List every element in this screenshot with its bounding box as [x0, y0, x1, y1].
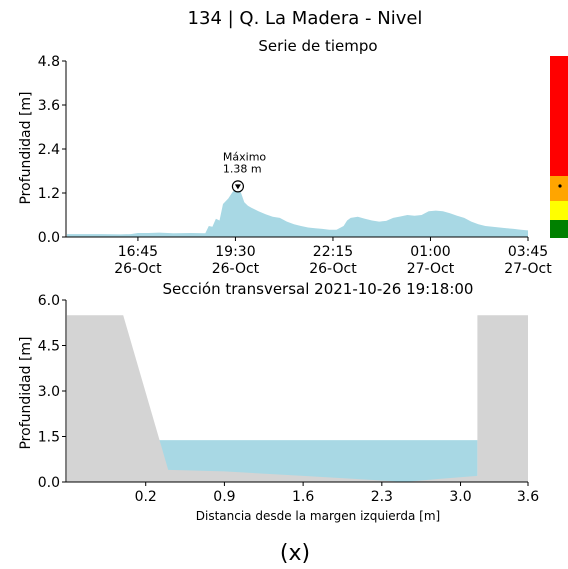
x-tick-date: 27-Oct: [407, 261, 455, 277]
y-tick-label: 0.0: [38, 475, 60, 491]
y-tick-label: 3.6: [38, 98, 60, 114]
x-tick-date: 26-Oct: [212, 261, 260, 277]
x-tick-date: 26-Oct: [114, 261, 162, 277]
scale-level-dot: [558, 184, 562, 188]
max-annotation-value: 1.38 m: [223, 162, 262, 175]
x-tick-label: 3.0: [449, 489, 471, 505]
alert-level-scale: [550, 56, 568, 238]
x-tick-time: 19:30: [215, 244, 255, 260]
cross-section-y-ticks: 0.0 1.5 3.0 4.5 6.0: [38, 293, 66, 491]
y-tick-label: 6.0: [38, 293, 60, 309]
cross-section-chart: Sección transversal 2021-10-26 19:18:00 …: [18, 280, 539, 523]
figure-caption: (x): [280, 541, 310, 566]
y-tick-label: 4.8: [38, 54, 60, 70]
terrain-area: [67, 315, 528, 482]
scale-orange: [550, 176, 568, 201]
x-tick-time: 03:45: [508, 244, 548, 260]
max-annotation-label: Máximo: [223, 150, 267, 163]
cross-section-x-label: Distancia desde la margen izquierda [m]: [196, 509, 440, 523]
time-series-plot-area: [65, 61, 528, 238]
time-series-chart: Serie de tiempo 0.01.22.43.64.8 16:4526-…: [18, 37, 568, 277]
y-tick-label: 1.5: [38, 430, 60, 446]
x-tick-time: 22:15: [313, 244, 353, 260]
x-tick-label: 1.6: [292, 489, 314, 505]
x-tick-time: 01:00: [410, 244, 450, 260]
x-tick-label: 0.9: [213, 489, 235, 505]
cross-section-x-ticks: 0.2 0.9 1.6 2.3 3.0 3.6: [135, 482, 539, 505]
x-tick-label: 3.6: [517, 489, 539, 505]
scale-red: [550, 56, 568, 176]
time-series-y-label: Profundidad [m]: [18, 91, 34, 204]
x-tick-date: 26-Oct: [309, 261, 357, 277]
cross-section-plot-area: [65, 300, 528, 483]
time-series-title: Serie de tiempo: [258, 37, 377, 55]
y-tick-label: 3.0: [38, 384, 60, 400]
figure-title: 134 | Q. La Madera - Nivel: [188, 8, 423, 29]
depth-area: [67, 186, 528, 237]
scale-yellow: [550, 201, 568, 220]
x-tick-label: 0.2: [135, 489, 157, 505]
x-tick-date: 27-Oct: [504, 261, 552, 277]
cross-section-title: Sección transversal 2021-10-26 19:18:00: [163, 280, 474, 298]
y-tick-label: 0.0: [38, 230, 60, 246]
y-tick-label: 4.5: [38, 339, 60, 355]
time-series-x-ticks: 16:4526-Oct19:3026-Oct22:1526-Oct01:0027…: [114, 237, 552, 277]
scale-green: [550, 220, 568, 238]
x-tick-label: 2.3: [371, 489, 393, 505]
cross-section-y-label: Profundidad [m]: [18, 336, 34, 449]
y-tick-label: 1.2: [38, 186, 60, 202]
max-marker-arrow: [234, 184, 241, 190]
max-annotation: Máximo 1.38 m: [223, 150, 267, 193]
time-series-y-ticks: 0.0 1.2 2.4 3.6 4.8: [38, 54, 66, 246]
y-tick-label: 2.4: [38, 142, 60, 158]
x-tick-time: 16:45: [118, 244, 158, 260]
